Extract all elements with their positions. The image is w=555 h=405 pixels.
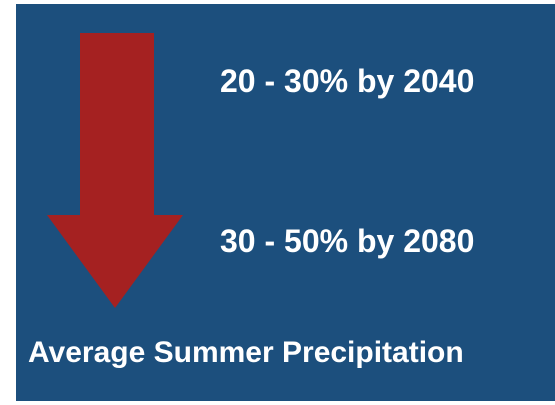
down-arrow [47, 33, 183, 308]
caption: Average Summer Precipitation [28, 336, 464, 369]
item-text: 20 - 30% by 2040 [220, 63, 475, 99]
item-text: 30 - 50% by 2080 [220, 223, 475, 259]
